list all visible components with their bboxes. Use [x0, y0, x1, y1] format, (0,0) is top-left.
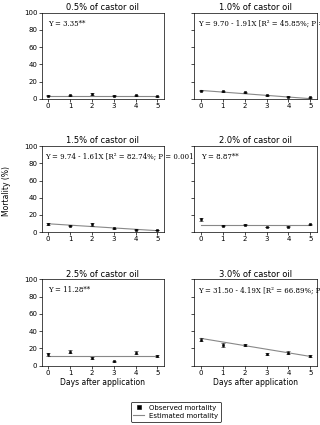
Text: Y = 3.35**: Y = 3.35**	[48, 20, 85, 28]
Text: Mortality (%): Mortality (%)	[2, 166, 11, 216]
X-axis label: Days after application: Days after application	[213, 378, 298, 388]
Title: 2.5% of castor oil: 2.5% of castor oil	[66, 270, 139, 279]
Title: 2.0% of castor oil: 2.0% of castor oil	[219, 136, 292, 145]
Text: Y = 9.70 - 1.91X [R² = 45.85%; P = 0.0079]: Y = 9.70 - 1.91X [R² = 45.85%; P = 0.007…	[198, 20, 320, 28]
Text: Y = 9.74 - 1.61X [R² = 82.74%; P = 0.0019]: Y = 9.74 - 1.61X [R² = 82.74%; P = 0.001…	[45, 153, 201, 161]
Title: 1.5% of castor oil: 1.5% of castor oil	[66, 136, 139, 145]
Text: Y = 11.28**: Y = 11.28**	[48, 286, 90, 295]
Text: Y = 31.50 - 4.19X [R² = 66.89%; P = 0.0067]: Y = 31.50 - 4.19X [R² = 66.89%; P = 0.00…	[198, 286, 320, 295]
Text: Y = 8.87**: Y = 8.87**	[201, 153, 238, 161]
X-axis label: Days after application: Days after application	[60, 378, 145, 388]
Title: 3.0% of castor oil: 3.0% of castor oil	[219, 270, 292, 279]
Legend: Observed mortality, Estimated mortality: Observed mortality, Estimated mortality	[131, 402, 221, 422]
Title: 1.0% of castor oil: 1.0% of castor oil	[219, 3, 292, 12]
Title: 0.5% of castor oil: 0.5% of castor oil	[66, 3, 139, 12]
